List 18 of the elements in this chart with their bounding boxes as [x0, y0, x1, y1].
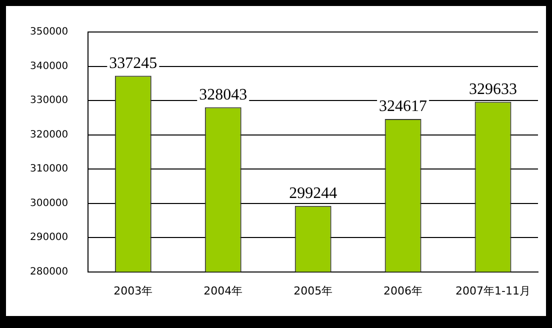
data-label: 328043	[199, 86, 248, 104]
y-tick-label: 310000	[30, 164, 68, 175]
y-tick-label: 340000	[30, 60, 68, 72]
data-label: 337245	[109, 54, 158, 72]
y-tick-label: 290000	[30, 232, 68, 244]
y-tick-label: 320000	[30, 129, 68, 140]
y-tick-label: 330000	[30, 95, 68, 106]
y-tick-label: 350000	[30, 26, 68, 38]
x-tick-label: 2004年	[204, 284, 243, 298]
x-tick-label: 2005年	[294, 284, 333, 298]
data-label: 329633	[469, 80, 518, 98]
x-tick-label: 2007年1-11月	[456, 284, 530, 298]
data-label: 299244	[289, 185, 338, 202]
y-tick-label: 300000	[30, 198, 68, 209]
data-label: 324617	[379, 98, 428, 116]
y-tick-label: 280000	[30, 266, 68, 278]
x-tick-label: 2003年	[114, 284, 153, 298]
x-tick-label: 2006年	[384, 284, 423, 298]
